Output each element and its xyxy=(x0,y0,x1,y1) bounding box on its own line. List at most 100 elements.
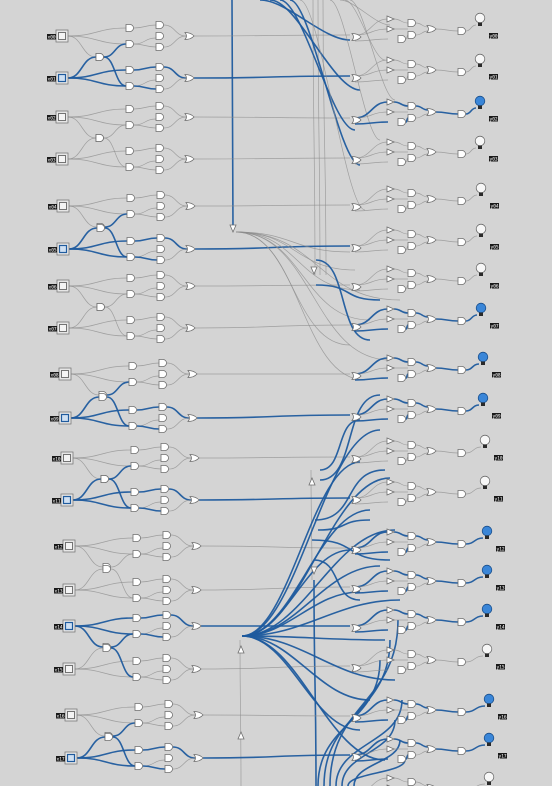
or-gate-icon[interactable] xyxy=(426,405,437,413)
output-bulb-y11[interactable] xyxy=(479,475,491,489)
and-gate-icon[interactable] xyxy=(407,281,416,289)
and-gate-icon[interactable] xyxy=(407,358,416,366)
and-gate-icon[interactable] xyxy=(457,407,466,415)
and-gate-icon[interactable] xyxy=(95,134,104,142)
and-gate-icon[interactable] xyxy=(407,189,416,197)
or-gate-icon[interactable] xyxy=(193,754,204,762)
and-gate-icon[interactable] xyxy=(126,290,135,298)
and-gate-icon[interactable] xyxy=(407,494,416,502)
and-gate-icon[interactable] xyxy=(155,63,164,71)
or-gate-icon[interactable] xyxy=(426,447,437,455)
or-gate-icon[interactable] xyxy=(185,245,196,253)
and-gate-icon[interactable] xyxy=(407,114,416,122)
and-gate-icon[interactable] xyxy=(162,575,171,583)
and-gate-icon[interactable] xyxy=(132,578,141,586)
and-gate-icon[interactable] xyxy=(125,121,134,129)
and-gate-icon[interactable] xyxy=(162,676,171,684)
and-gate-icon[interactable] xyxy=(160,496,169,504)
and-gate-icon[interactable] xyxy=(134,762,143,770)
and-gate-icon[interactable] xyxy=(407,622,416,630)
or-gate-icon[interactable] xyxy=(426,656,437,664)
and-gate-icon[interactable] xyxy=(397,498,406,506)
or-gate-icon[interactable] xyxy=(426,275,437,283)
or-gate-icon[interactable] xyxy=(351,156,362,164)
buffer-triangle-icon[interactable] xyxy=(386,488,396,496)
output-bulb-y07[interactable] xyxy=(475,302,487,316)
and-gate-icon[interactable] xyxy=(407,411,416,419)
buffer-triangle-icon[interactable] xyxy=(237,644,245,654)
and-gate-icon[interactable] xyxy=(102,565,111,573)
and-gate-icon[interactable] xyxy=(407,712,416,720)
and-gate-icon[interactable] xyxy=(162,586,171,594)
input-switch-state[interactable] xyxy=(58,113,66,121)
buffer-triangle-icon[interactable] xyxy=(386,646,396,654)
and-gate-icon[interactable] xyxy=(96,224,105,232)
and-gate-icon[interactable] xyxy=(457,540,466,548)
or-gate-icon[interactable] xyxy=(191,665,202,673)
buffer-triangle-icon[interactable] xyxy=(386,56,396,64)
and-gate-icon[interactable] xyxy=(158,359,167,367)
light-bulb-icon[interactable] xyxy=(483,693,495,705)
light-bulb-icon[interactable] xyxy=(479,475,491,487)
and-gate-icon[interactable] xyxy=(132,657,141,665)
and-gate-icon[interactable] xyxy=(132,614,141,622)
and-gate-icon[interactable] xyxy=(156,213,165,221)
input-switch-state[interactable] xyxy=(61,370,69,378)
output-bulb-y16[interactable] xyxy=(483,693,495,707)
and-gate-icon[interactable] xyxy=(457,317,466,325)
or-gate-icon[interactable] xyxy=(191,586,202,594)
and-gate-icon[interactable] xyxy=(160,454,169,462)
and-gate-icon[interactable] xyxy=(126,194,135,202)
and-gate-icon[interactable] xyxy=(158,370,167,378)
and-gate-icon[interactable] xyxy=(164,700,173,708)
and-gate-icon[interactable] xyxy=(407,532,416,540)
output-bulb-y13[interactable] xyxy=(481,564,493,578)
or-gate-icon[interactable] xyxy=(191,622,202,630)
and-gate-icon[interactable] xyxy=(158,414,167,422)
and-gate-icon[interactable] xyxy=(164,743,173,751)
and-gate-icon[interactable] xyxy=(457,658,466,666)
and-gate-icon[interactable] xyxy=(162,622,171,630)
and-gate-icon[interactable] xyxy=(160,443,169,451)
and-gate-icon[interactable] xyxy=(457,277,466,285)
and-gate-icon[interactable] xyxy=(162,553,171,561)
output-bulb-y01[interactable] xyxy=(474,53,486,67)
output-bulb-y06[interactable] xyxy=(475,262,487,276)
and-gate-icon[interactable] xyxy=(407,399,416,407)
and-gate-icon[interactable] xyxy=(155,124,164,132)
output-bulb-y04[interactable] xyxy=(475,182,487,196)
and-gate-icon[interactable] xyxy=(397,35,406,43)
and-gate-icon[interactable] xyxy=(155,32,164,40)
input-switch-state[interactable] xyxy=(58,155,66,163)
buffer-triangle-icon[interactable] xyxy=(386,226,396,234)
input-switch-x07[interactable] xyxy=(56,321,70,335)
and-gate-icon[interactable] xyxy=(457,27,466,35)
and-gate-icon[interactable] xyxy=(397,755,406,763)
and-gate-icon[interactable] xyxy=(134,719,143,727)
or-gate-icon[interactable] xyxy=(187,414,198,422)
input-switch-state[interactable] xyxy=(67,711,75,719)
light-bulb-icon[interactable] xyxy=(474,12,486,24)
output-bulb-y08[interactable] xyxy=(477,351,489,365)
buffer-triangle-icon[interactable] xyxy=(386,745,396,753)
and-gate-icon[interactable] xyxy=(397,285,406,293)
and-gate-icon[interactable] xyxy=(155,166,164,174)
output-bulb-y02[interactable] xyxy=(474,95,486,109)
output-bulb-y05[interactable] xyxy=(475,223,487,237)
buffer-triangle-icon[interactable] xyxy=(386,774,396,782)
input-switch-x01[interactable] xyxy=(55,71,69,85)
and-gate-icon[interactable] xyxy=(162,611,171,619)
and-gate-icon[interactable] xyxy=(96,303,105,311)
input-switch-x02[interactable] xyxy=(55,110,69,124)
input-switch-state[interactable] xyxy=(65,586,73,594)
and-gate-icon[interactable] xyxy=(125,66,134,74)
and-gate-icon[interactable] xyxy=(162,597,171,605)
buffer-triangle-icon[interactable] xyxy=(386,148,396,156)
and-gate-icon[interactable] xyxy=(160,485,169,493)
or-gate-icon[interactable] xyxy=(187,370,198,378)
and-gate-icon[interactable] xyxy=(164,711,173,719)
input-switch-state[interactable] xyxy=(64,621,74,631)
and-gate-icon[interactable] xyxy=(162,542,171,550)
input-switch-x10[interactable] xyxy=(60,451,74,465)
and-gate-icon[interactable] xyxy=(156,256,165,264)
